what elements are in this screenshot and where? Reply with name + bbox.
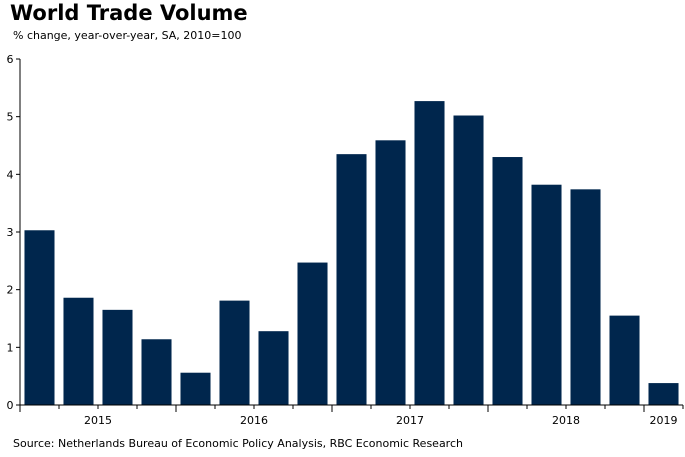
axes-layer: 0 1 2 3 4 5 6 2015 2016 2017 2018 2019 bbox=[7, 53, 684, 427]
bar-2 bbox=[63, 297, 94, 405]
x-tick-label: 2019 bbox=[650, 414, 678, 427]
bar-13 bbox=[492, 157, 523, 405]
bar-14 bbox=[531, 184, 562, 405]
bar-9 bbox=[336, 154, 367, 405]
y-tick-label: 3 bbox=[7, 226, 14, 239]
y-tick-label: 2 bbox=[7, 284, 14, 297]
x-tick-label: 2018 bbox=[552, 414, 580, 427]
bar-10 bbox=[375, 140, 406, 405]
bars-layer bbox=[24, 101, 679, 405]
y-tick-label: 6 bbox=[7, 53, 14, 66]
x-tick-label: 2015 bbox=[84, 414, 112, 427]
bar-1 bbox=[24, 230, 55, 405]
bar-11 bbox=[414, 101, 445, 405]
bar-12 bbox=[453, 115, 484, 405]
y-tick-label: 1 bbox=[7, 341, 14, 354]
x-tick-label: 2016 bbox=[240, 414, 268, 427]
chart-source: Source: Netherlands Bureau of Economic P… bbox=[13, 437, 463, 450]
bar-4 bbox=[141, 339, 172, 405]
bar-15 bbox=[570, 189, 601, 405]
x-tick-label: 2017 bbox=[396, 414, 424, 427]
y-tick-label: 0 bbox=[7, 399, 14, 412]
chart-title: World Trade Volume bbox=[10, 1, 248, 25]
bar-6 bbox=[219, 300, 250, 405]
bar-5 bbox=[180, 372, 211, 405]
y-tick-label: 4 bbox=[7, 168, 14, 181]
y-tick-label: 5 bbox=[7, 111, 14, 124]
chart-subtitle: % change, year-over-year, SA, 2010=100 bbox=[13, 29, 242, 42]
bar-8 bbox=[297, 262, 328, 405]
bar-3 bbox=[102, 309, 133, 405]
bar-7 bbox=[258, 331, 289, 405]
bar-17 bbox=[648, 383, 679, 405]
bar-16 bbox=[609, 315, 640, 405]
